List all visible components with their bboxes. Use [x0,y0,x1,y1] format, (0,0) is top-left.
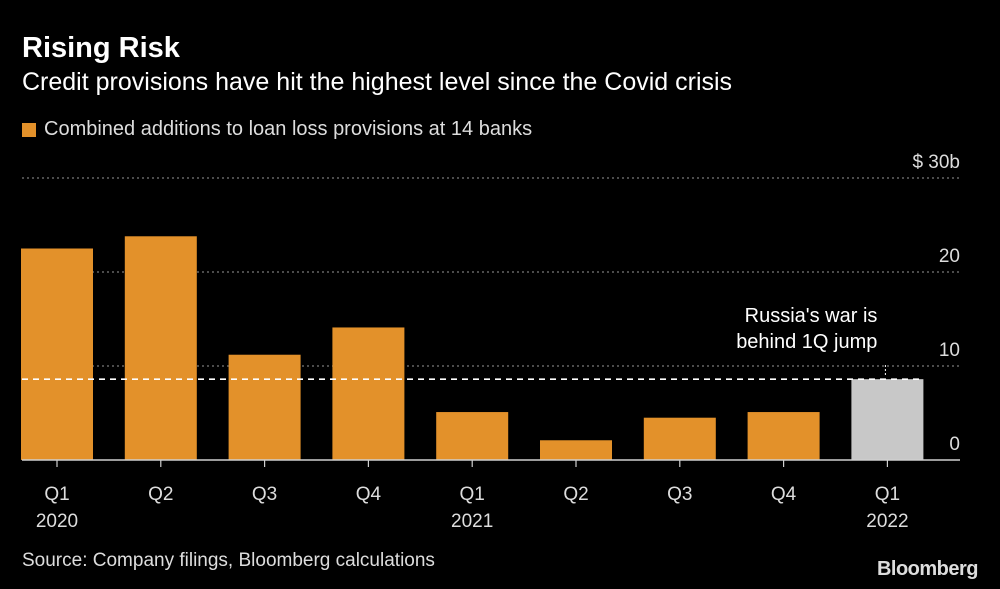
bar-9 [851,379,924,460]
y-tick-label-30: $ 30b [912,152,960,173]
annotation-line-2: behind 1Q jump [736,331,877,353]
x-tick-label-6: Q2 [563,484,588,505]
bar-8 [747,412,820,460]
y-tick-label-20: 20 [939,246,960,267]
x-year-label-1: 2020 [36,511,78,532]
x-tick-label-5: Q1 [460,484,485,505]
legend: Combined additions to loan loss provisio… [22,118,532,141]
legend-label: Combined additions to loan loss provisio… [44,118,533,140]
bars [21,236,960,461]
bloomberg-logo: Bloomberg [876,558,979,580]
bar-4 [332,327,405,460]
bar-5 [436,412,509,460]
chart-title: Rising Risk [22,32,180,64]
x-tick-label-2: Q2 [148,484,173,505]
y-axis-ticks: 0 10 20 $ 30b [912,152,960,455]
legend-swatch [22,122,36,137]
bar-7 [643,417,716,460]
annotation-line-1: Russia's war is [745,305,878,327]
x-year-label-5: 2021 [451,511,493,532]
bar-2 [124,236,197,460]
source-note: Source: Company filings, Bloomberg calcu… [22,550,435,571]
x-axis-ticks: Q1 2020 Q2 Q3 Q4 Q1 2021 Q2 Q3 Q4 Q1 2022 [36,460,909,532]
x-tick-label-3: Q3 [252,484,277,505]
x-tick-label-1: Q1 [44,484,69,505]
x-tick-label-8: Q4 [771,484,797,505]
y-tick-label-0: 0 [949,434,960,455]
annotation-layer: Russia's war is behind 1Q jump [22,305,924,380]
x-tick-label-7: Q3 [667,484,692,505]
x-tick-label-4: Q4 [356,484,382,505]
x-year-label-9: 2022 [866,511,908,532]
chart-subtitle: Credit provisions have hit the highest l… [22,68,733,96]
x-tick-label-9: Q1 [875,484,900,505]
bar-3 [228,354,301,460]
bar-6 [540,440,612,460]
y-tick-label-10: 10 [939,340,960,361]
bar-1 [21,248,93,460]
